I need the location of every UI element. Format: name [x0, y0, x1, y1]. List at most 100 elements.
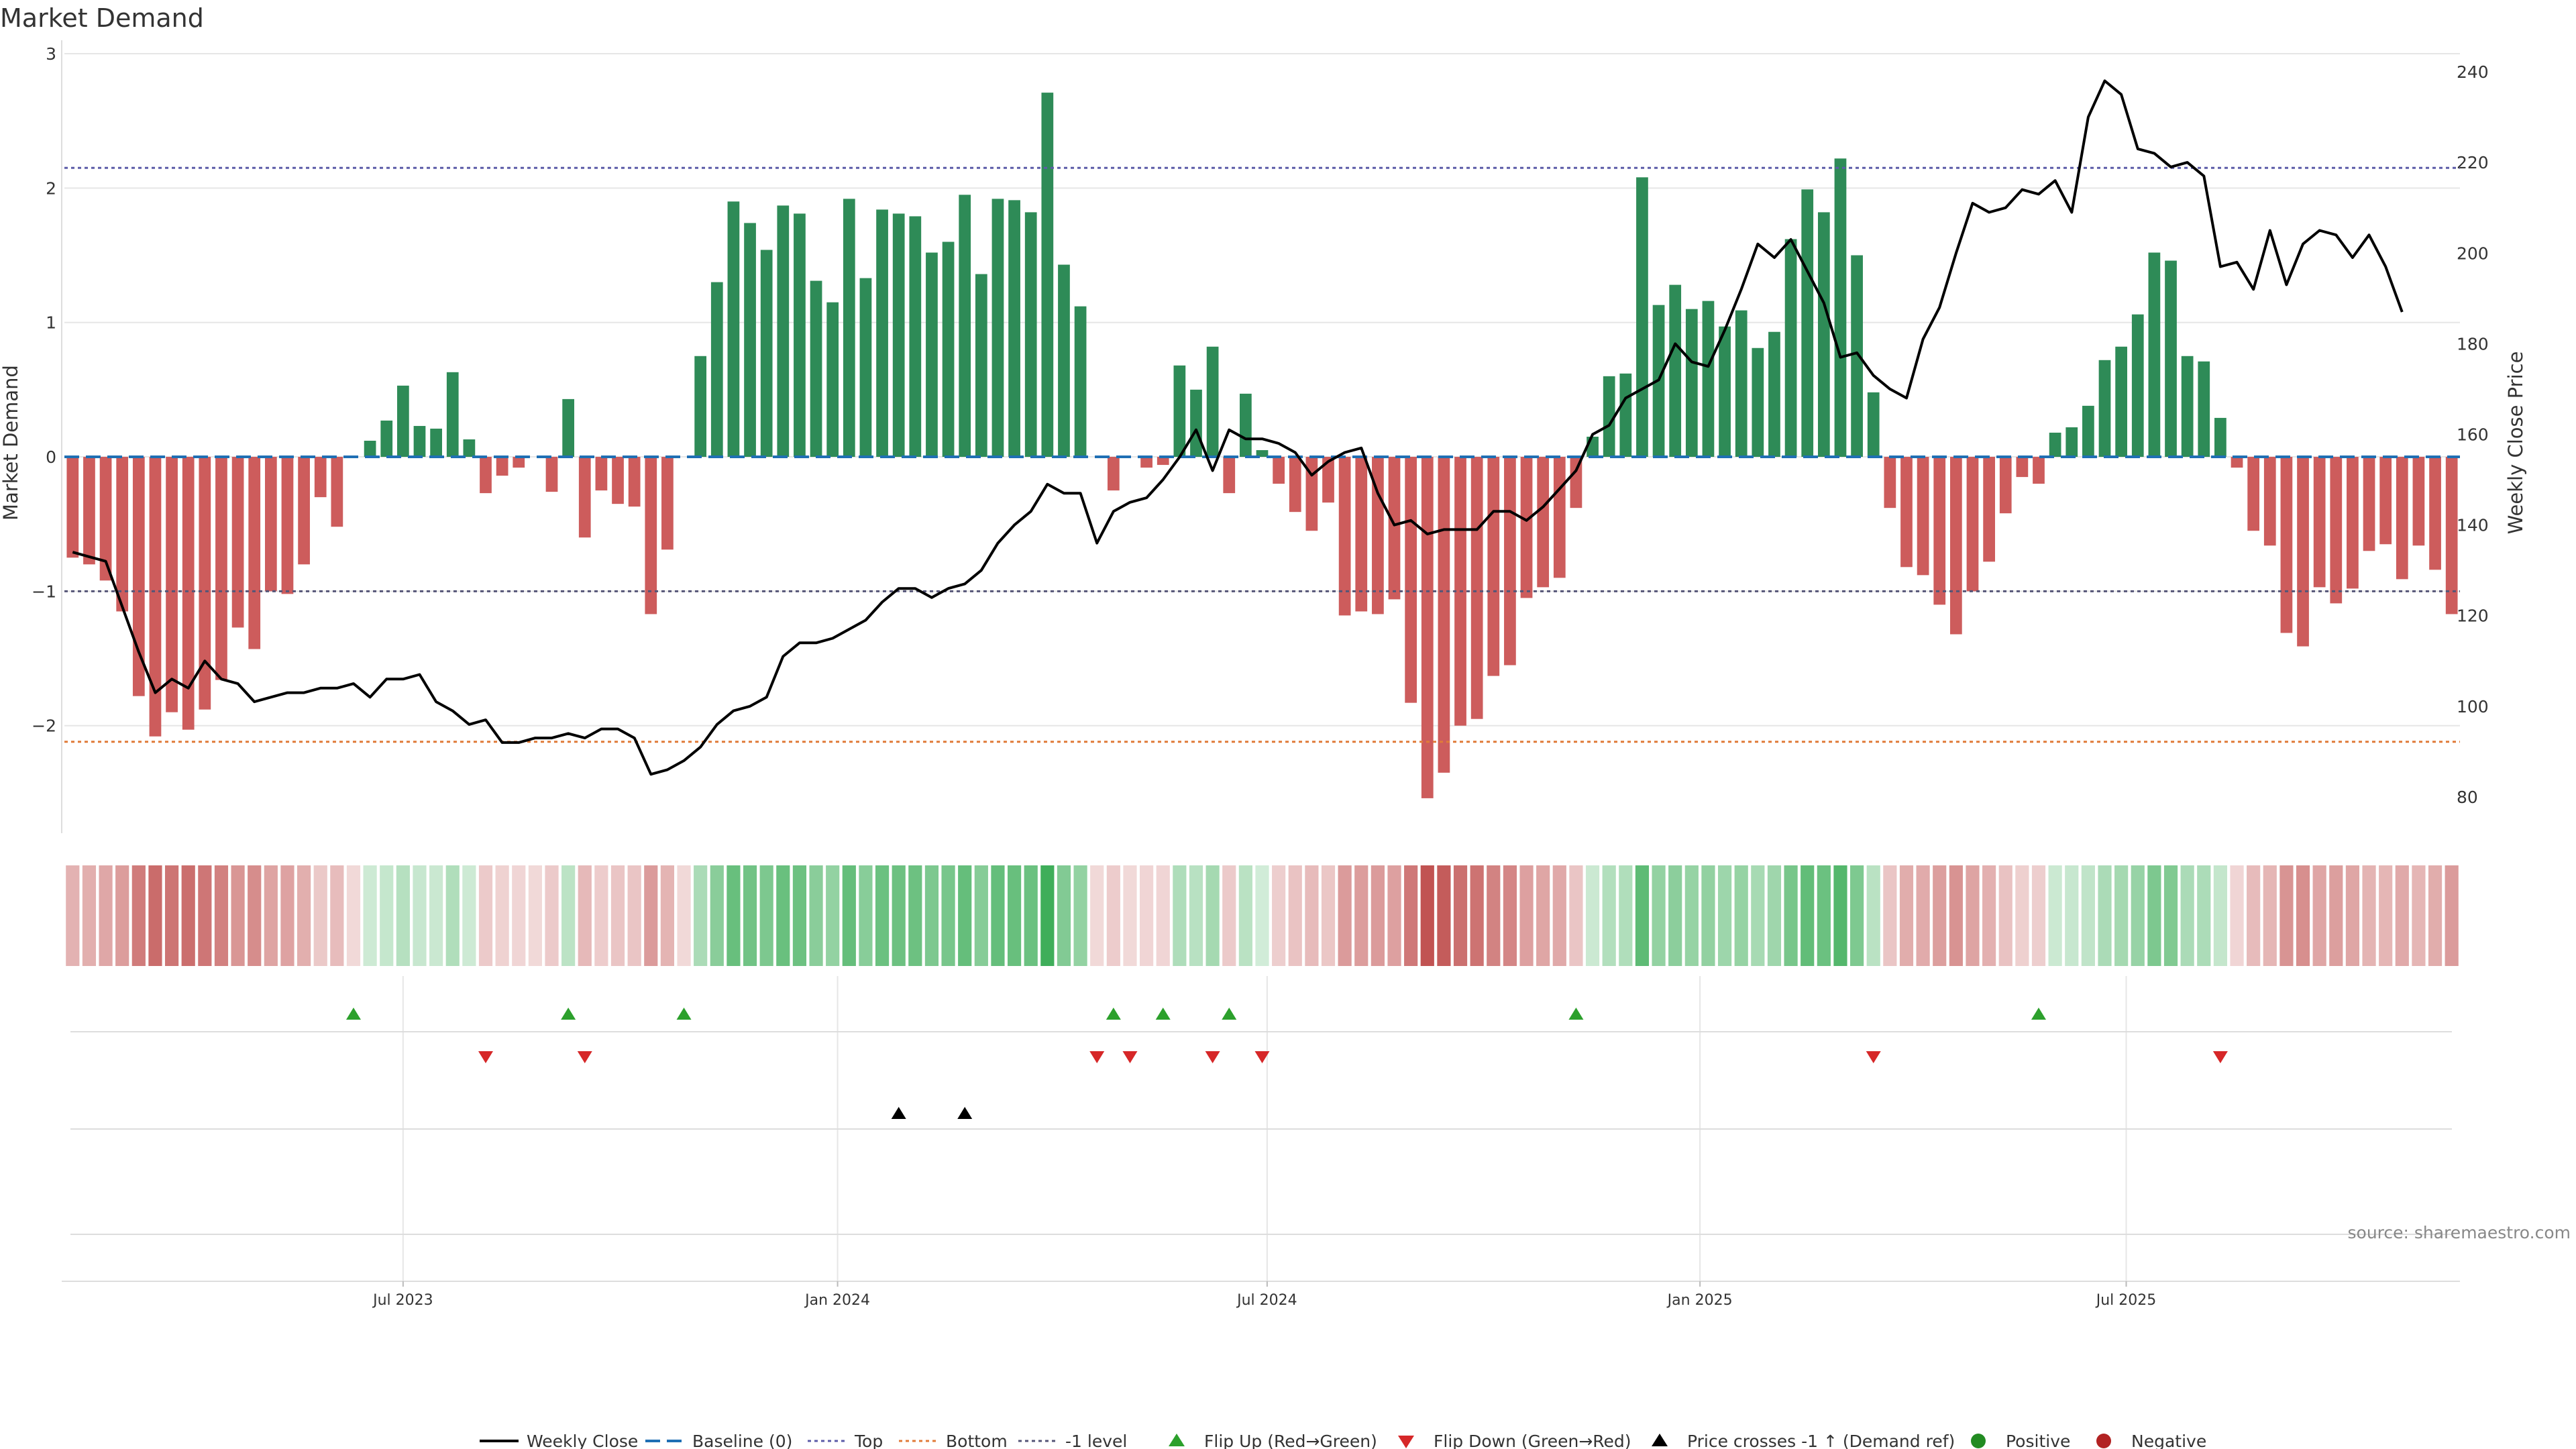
legend: Weekly Close Baseline (0) Top Bottom -1 leve… [480, 1432, 2206, 1449]
heat-cell [1255, 865, 1269, 966]
demand-bar-negative [2379, 457, 2392, 545]
heat-cell [297, 865, 311, 966]
heat-cell [875, 865, 890, 966]
y-tick-label: −1 [32, 582, 56, 601]
heat-cell [1519, 865, 1534, 966]
demand-bar-negative [166, 457, 178, 712]
heat-cell [1156, 865, 1170, 966]
demand-bar-negative [2247, 457, 2260, 531]
legend-label: -1 level [1065, 1432, 1127, 1449]
heat-cell [660, 865, 675, 966]
demand-bar-negative [2016, 457, 2029, 478]
heat-cell [1040, 865, 1055, 966]
heat-cell [1387, 865, 1401, 966]
heat-cell [924, 865, 939, 966]
heat-cell [892, 865, 906, 966]
heat-cell [1849, 865, 1864, 966]
event-markers [62, 1008, 2460, 1282]
demand-bar-negative [2231, 457, 2243, 468]
flip-down-marker [1205, 1051, 1220, 1063]
chart-title: Market Demand [0, 3, 204, 33]
demand-bar-positive [1619, 373, 1632, 458]
demand-bar-negative [1553, 457, 1566, 578]
heat-cell [1437, 865, 1451, 966]
flip-up-marker [1568, 1008, 1584, 1020]
heat-cell [694, 865, 708, 966]
demand-bar-positive [413, 425, 426, 458]
demand-bar-negative [2396, 457, 2408, 580]
heat-cell [2412, 865, 2426, 966]
price-line-group [72, 79, 2404, 776]
heat-cell [429, 865, 443, 966]
demand-bar-positive [2098, 360, 2111, 458]
demand-bar-negative [264, 457, 277, 592]
demand-bar-negative [314, 457, 327, 498]
heat-cell [1866, 865, 1880, 966]
legend-label: Flip Up (Red→Green) [1204, 1432, 1377, 1449]
heat-cell [1883, 865, 1897, 966]
demand-bar-negative [1933, 457, 1946, 605]
heat-cell [1916, 865, 1930, 966]
heat-cell [792, 865, 807, 966]
demand-bar-positive [909, 216, 922, 458]
heat-cell [2263, 865, 2277, 966]
demand-bar-positive [1685, 309, 1698, 458]
y-tick-label: 3 [46, 44, 56, 64]
heat-cell [248, 865, 262, 966]
y2-tick-label: 120 [2457, 606, 2489, 626]
demand-bar-positive [942, 241, 955, 458]
demand-bar-negative [66, 457, 79, 558]
heat-cell [1585, 865, 1600, 966]
flip-down-marker [2212, 1051, 2228, 1063]
heat-cell [743, 865, 757, 966]
demand-bar-positive [2181, 356, 2194, 458]
flip-down-marker [1089, 1051, 1105, 1063]
heat-cell [462, 865, 476, 966]
demand-bar-negative [1949, 457, 1962, 635]
weekly-close-line [72, 79, 2404, 776]
demand-bar-negative [496, 457, 508, 476]
heat-cell [1998, 865, 2012, 966]
source-note: source: sharemaestro.com [2348, 1223, 2571, 1242]
heat-cell [164, 865, 179, 966]
demand-bar-negative [2313, 457, 2326, 588]
flip-up-marker [2031, 1008, 2046, 1020]
demand-bar-positive [1834, 158, 1847, 458]
x-axis-ticks: Jul 2023 Jan 2024 Jul 2024 Jan 2025 Jul 2025 [372, 1281, 2156, 1309]
demand-bar-negative [1305, 457, 1318, 531]
demand-bar-positive [1719, 326, 1731, 458]
legend-swatch [1398, 1436, 1414, 1448]
heat-cell [2197, 865, 2211, 966]
heat-cell [413, 865, 427, 966]
demand-bar-positive [463, 439, 476, 458]
demand-bar-positive [744, 223, 756, 458]
heat-cell [1007, 865, 1022, 966]
heat-cell [115, 865, 129, 966]
demand-bar-negative [578, 457, 591, 538]
demand-bar-positive [2214, 417, 2226, 458]
heat-cell [710, 865, 724, 966]
heat-cell [941, 865, 955, 966]
heat-cell [1569, 865, 1583, 966]
heat-cell [1338, 865, 1352, 966]
heat-cell [974, 865, 988, 966]
heat-cell [776, 865, 790, 966]
demand-bar-negative [1438, 457, 1450, 773]
legend-label: Baseline (0) [692, 1432, 792, 1449]
demand-bar-positive [843, 199, 855, 458]
flip-up-marker [345, 1008, 361, 1020]
heat-cell [2180, 865, 2194, 966]
heat-cell [1173, 865, 1187, 966]
heat-cell [1272, 865, 1286, 966]
demand-bar-positive [959, 195, 971, 458]
demand-bar-negative [116, 457, 129, 612]
price-cross-marker [891, 1107, 906, 1119]
demand-bar-negative [182, 457, 195, 730]
demand-bar-positive [1206, 346, 1219, 458]
y-tick-label: −2 [32, 716, 56, 736]
demand-bar-negative [1322, 457, 1334, 503]
demand-bar-positive [710, 282, 723, 458]
y2-tick-label: 160 [2457, 425, 2489, 444]
demand-bar-positive [2115, 346, 2128, 458]
demand-bar-positive [430, 428, 442, 458]
